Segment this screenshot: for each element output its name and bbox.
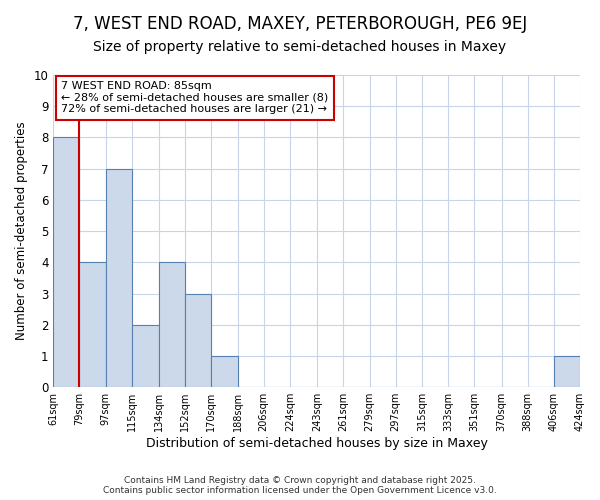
Bar [131,325,159,387]
Text: Contains HM Land Registry data © Crown copyright and database right 2025.
Contai: Contains HM Land Registry data © Crown c… [103,476,497,495]
X-axis label: Distribution of semi-detached houses by size in Maxey: Distribution of semi-detached houses by … [146,437,488,450]
Text: 7, WEST END ROAD, MAXEY, PETERBOROUGH, PE6 9EJ: 7, WEST END ROAD, MAXEY, PETERBOROUGH, P… [73,15,527,33]
Bar [79,262,106,387]
Bar [106,168,131,387]
Bar [159,262,185,387]
Bar [185,294,211,387]
Bar [211,356,238,387]
Text: 7 WEST END ROAD: 85sqm
← 28% of semi-detached houses are smaller (8)
72% of semi: 7 WEST END ROAD: 85sqm ← 28% of semi-det… [61,81,328,114]
Text: Size of property relative to semi-detached houses in Maxey: Size of property relative to semi-detach… [94,40,506,54]
Bar [554,356,580,387]
Bar [53,138,79,387]
Y-axis label: Number of semi-detached properties: Number of semi-detached properties [15,122,28,340]
